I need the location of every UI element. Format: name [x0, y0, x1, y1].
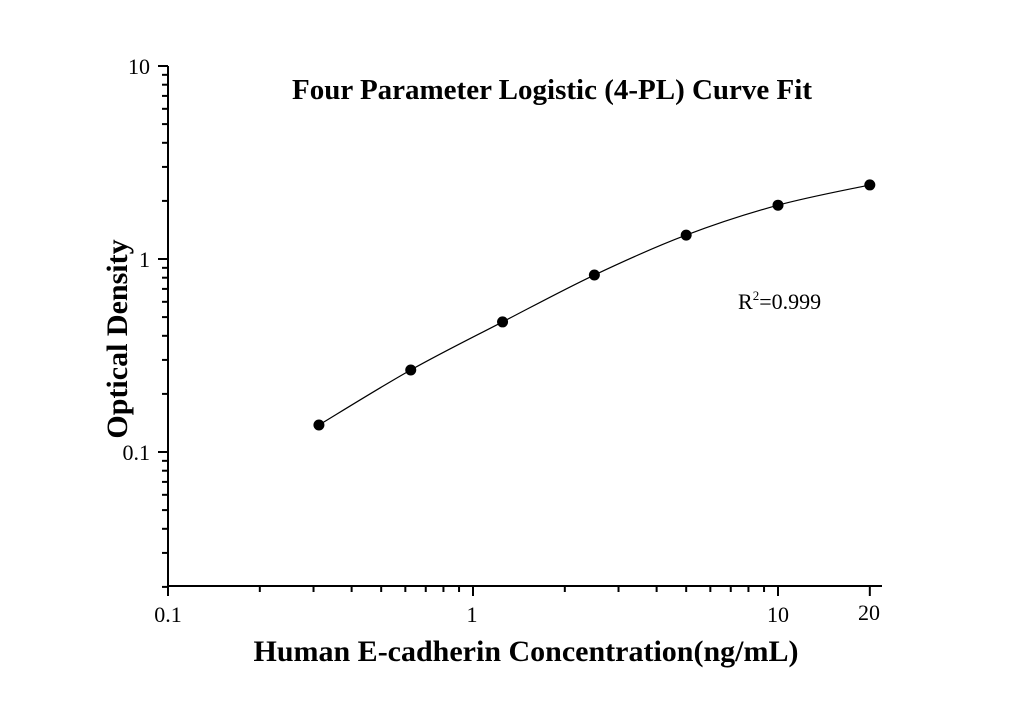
y-axis: [158, 65, 169, 588]
y-tick-label-1: 1: [139, 247, 150, 272]
r-squared-annotation: R2=0.999: [738, 288, 821, 314]
data-point: [864, 179, 876, 191]
data-point: [313, 419, 325, 431]
y-tick-label-10: 10: [128, 54, 150, 79]
x-tick-label-10: 10: [767, 602, 789, 627]
x-axis-label: Human E-cadherin Concentration(ng/mL): [253, 635, 798, 668]
x-axis: [167, 585, 882, 596]
data-point: [772, 199, 784, 211]
data-point: [497, 316, 509, 328]
data-point: [588, 269, 600, 281]
y-axis-label: Optical Density: [101, 239, 134, 438]
chart-title: Four Parameter Logistic (4-PL) Curve Fit: [292, 74, 812, 106]
y-tick-label-0-1: 0.1: [123, 440, 151, 465]
x-tick-label-20: 20: [858, 600, 880, 625]
data-points: [313, 179, 876, 431]
data-point: [680, 229, 692, 241]
x-tick-label-0-1: 0.1: [154, 602, 182, 627]
data-point: [405, 364, 417, 376]
x-tick-label-1: 1: [467, 602, 478, 627]
